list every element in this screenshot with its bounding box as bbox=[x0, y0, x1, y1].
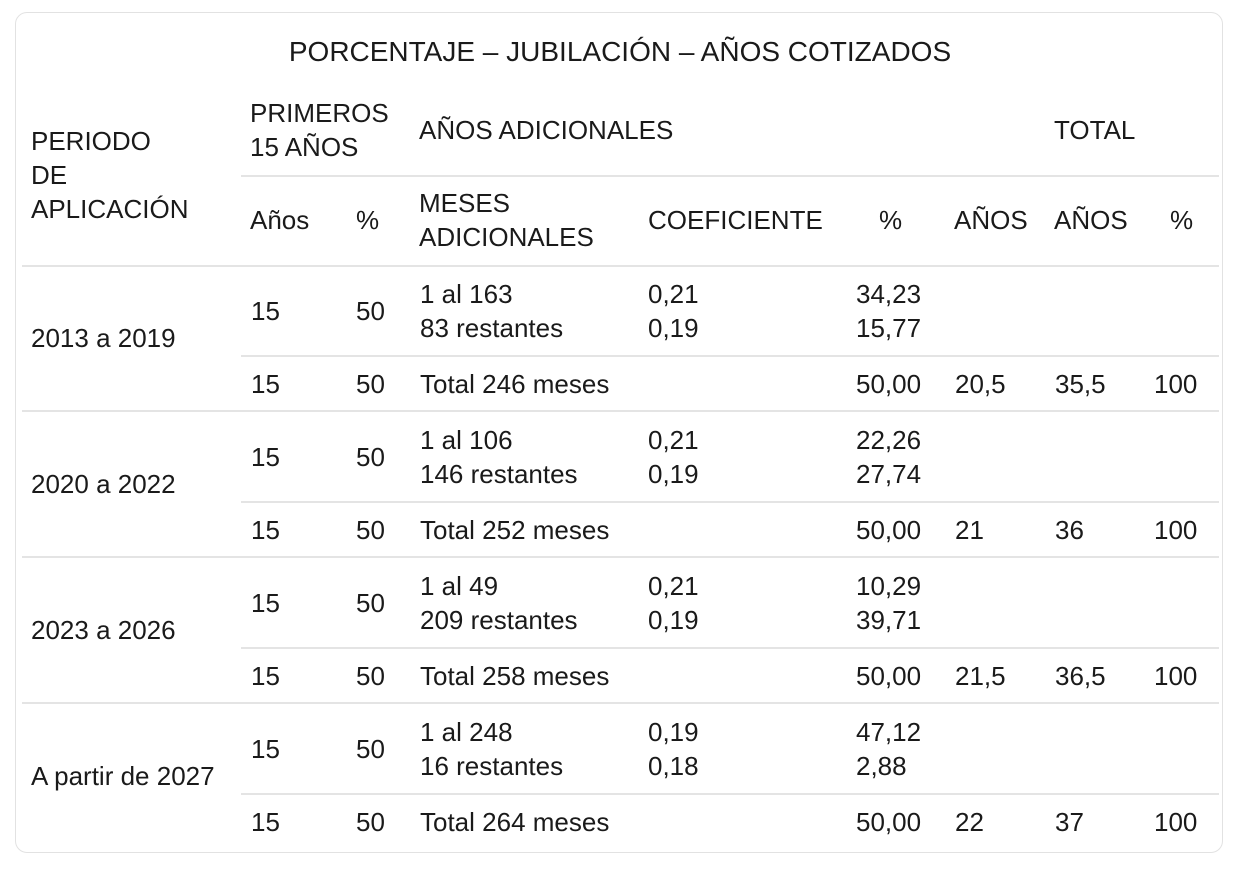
total-pct-total: 100 bbox=[1154, 515, 1198, 545]
detail-porcentaje: 22,26 27,74 bbox=[856, 425, 922, 489]
period-label: 2013 a 2019 bbox=[31, 323, 176, 353]
detail-anos: 15 bbox=[251, 734, 280, 764]
detail-pct: 50 bbox=[356, 588, 385, 618]
period-divider bbox=[22, 556, 1219, 558]
header-anos-adicionales: AÑOS bbox=[954, 205, 1028, 235]
detail-coef: 0,19 0,18 bbox=[648, 717, 699, 781]
total-anos-total: 35,5 bbox=[1055, 369, 1106, 399]
total-meses: Total 246 meses bbox=[420, 369, 610, 399]
row-divider bbox=[241, 501, 1219, 503]
detail-anos: 15 bbox=[251, 588, 280, 618]
total-porcentaje: 50,00 bbox=[856, 515, 922, 545]
detail-meses: 1 al 248 16 restantes bbox=[420, 717, 564, 781]
total-anos-adicionales: 20,5 bbox=[955, 369, 1006, 399]
row-divider bbox=[241, 355, 1219, 357]
total-anos: 15 bbox=[251, 661, 280, 691]
detail-pct: 50 bbox=[356, 296, 385, 326]
total-meses: Total 252 meses bbox=[420, 515, 610, 545]
detail-anos: 15 bbox=[251, 296, 280, 326]
detail-porcentaje: 47,12 2,88 bbox=[856, 717, 922, 781]
total-anos-total: 37 bbox=[1055, 807, 1084, 837]
header-bottom-divider bbox=[22, 265, 1219, 267]
total-porcentaje: 50,00 bbox=[856, 661, 922, 691]
total-pct: 50 bbox=[356, 807, 385, 837]
detail-coef: 0,21 0,19 bbox=[648, 571, 699, 635]
period-label: 2020 a 2022 bbox=[31, 469, 176, 499]
total-pct-total: 100 bbox=[1154, 807, 1198, 837]
detail-coef: 0,21 0,19 bbox=[648, 425, 699, 489]
total-anos-adicionales: 21 bbox=[955, 515, 984, 545]
header-primeros: PRIMEROS 15 AÑOS bbox=[250, 98, 389, 162]
total-anos: 15 bbox=[251, 515, 280, 545]
total-anos-total: 36,5 bbox=[1055, 661, 1106, 691]
detail-meses: 1 al 106 146 restantes bbox=[420, 425, 578, 489]
header-periodo: PERIODO DE APLICACIÓN bbox=[31, 126, 189, 224]
total-anos-total: 36 bbox=[1055, 515, 1084, 545]
header-pct2: % bbox=[879, 205, 903, 235]
detail-coef: 0,21 0,19 bbox=[648, 279, 699, 343]
header-adicionales: AÑOS ADICIONALES bbox=[419, 115, 674, 145]
header-pct-total: % bbox=[1170, 205, 1194, 235]
total-pct-total: 100 bbox=[1154, 369, 1198, 399]
period-label: A partir de 2027 bbox=[31, 761, 215, 791]
total-meses: Total 258 meses bbox=[420, 661, 610, 691]
header-divider bbox=[241, 175, 1219, 177]
total-anos: 15 bbox=[251, 369, 280, 399]
header-anos: Años bbox=[250, 205, 310, 235]
total-pct: 50 bbox=[356, 369, 385, 399]
period-divider bbox=[22, 410, 1219, 412]
total-anos-adicionales: 21,5 bbox=[955, 661, 1006, 691]
total-pct-total: 100 bbox=[1154, 661, 1198, 691]
table-title: PORCENTAJE – JUBILACIÓN – AÑOS COTIZADOS bbox=[288, 36, 952, 67]
period-label: 2023 a 2026 bbox=[31, 615, 176, 645]
detail-porcentaje: 34,23 15,77 bbox=[856, 279, 922, 343]
total-anos-adicionales: 22 bbox=[955, 807, 984, 837]
total-pct: 50 bbox=[356, 515, 385, 545]
detail-meses: 1 al 49 209 restantes bbox=[420, 571, 578, 635]
row-divider bbox=[241, 647, 1219, 649]
header-pct: % bbox=[356, 205, 380, 235]
detail-pct: 50 bbox=[356, 734, 385, 764]
total-porcentaje: 50,00 bbox=[856, 369, 922, 399]
detail-pct: 50 bbox=[356, 442, 385, 472]
header-anos-total: AÑOS bbox=[1054, 205, 1128, 235]
header-coeficiente: COEFICIENTE bbox=[648, 205, 823, 235]
total-meses: Total 264 meses bbox=[420, 807, 610, 837]
total-pct: 50 bbox=[356, 661, 385, 691]
total-porcentaje: 50,00 bbox=[856, 807, 922, 837]
detail-anos: 15 bbox=[251, 442, 280, 472]
detail-meses: 1 al 163 83 restantes bbox=[420, 279, 564, 343]
row-divider bbox=[241, 793, 1219, 795]
header-total: TOTAL bbox=[1054, 115, 1136, 145]
total-anos: 15 bbox=[251, 807, 280, 837]
header-meses-adicionales: MESES ADICIONALES bbox=[419, 188, 594, 252]
period-divider bbox=[22, 702, 1219, 704]
table-card bbox=[15, 12, 1223, 853]
detail-porcentaje: 10,29 39,71 bbox=[856, 571, 922, 635]
